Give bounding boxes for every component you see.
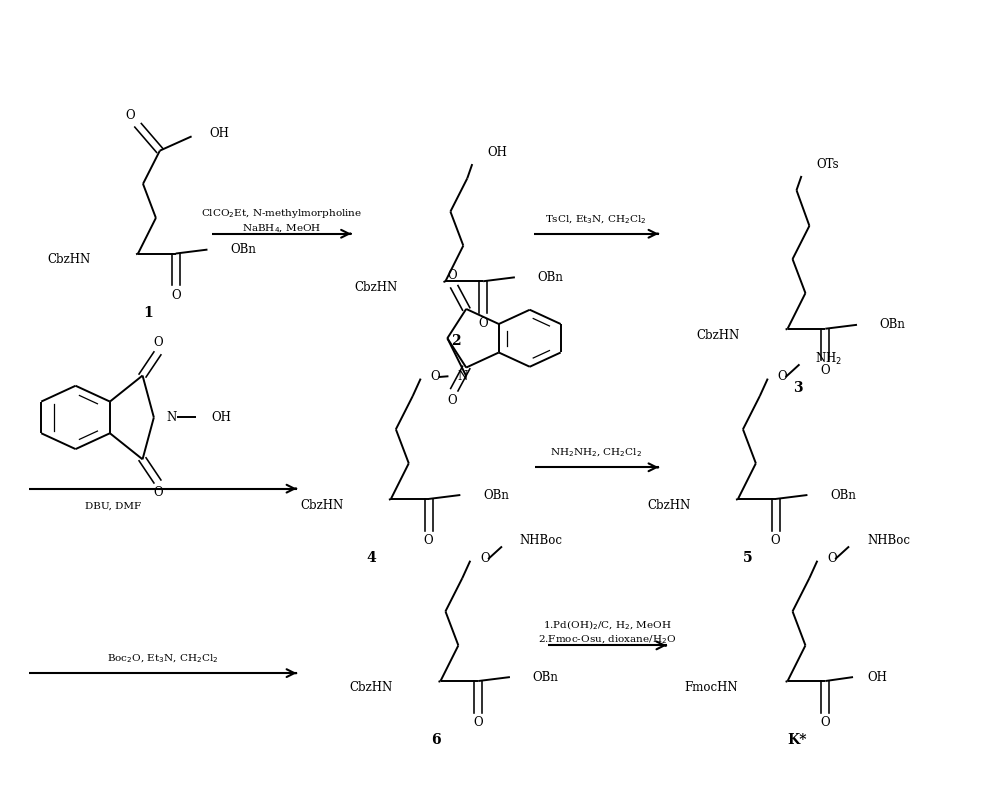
- Text: 2: 2: [451, 334, 460, 348]
- Text: NH$_2$NH$_2$, CH$_2$Cl$_2$: NH$_2$NH$_2$, CH$_2$Cl$_2$: [550, 446, 642, 459]
- Text: OH: OH: [867, 670, 887, 683]
- Text: 6: 6: [431, 734, 440, 747]
- Text: O: O: [778, 370, 787, 382]
- Text: O: O: [125, 110, 135, 122]
- Text: Boc$_2$O, Et$_3$N, CH$_2$Cl$_2$: Boc$_2$O, Et$_3$N, CH$_2$Cl$_2$: [107, 653, 219, 665]
- Text: ClCO$_2$Et, N-methylmorpholine: ClCO$_2$Et, N-methylmorpholine: [201, 207, 362, 221]
- Text: O: O: [827, 552, 837, 565]
- Text: O: O: [448, 394, 457, 407]
- Text: FmocHN: FmocHN: [684, 681, 738, 694]
- Text: O: O: [448, 270, 457, 282]
- Text: OH: OH: [209, 126, 229, 140]
- Text: N: N: [457, 370, 468, 382]
- Text: OBn: OBn: [880, 318, 906, 331]
- Text: O: O: [820, 364, 830, 378]
- Text: NHBoc: NHBoc: [520, 534, 563, 547]
- Text: 1.Pd(OH)$_2$/C, H$_2$, MeOH: 1.Pd(OH)$_2$/C, H$_2$, MeOH: [543, 618, 671, 632]
- Text: 5: 5: [743, 551, 753, 566]
- Text: O: O: [154, 336, 163, 349]
- Text: TsCl, Et$_3$N, CH$_2$Cl$_2$: TsCl, Et$_3$N, CH$_2$Cl$_2$: [545, 214, 647, 226]
- Text: OTs: OTs: [816, 158, 839, 171]
- Text: O: O: [154, 486, 163, 499]
- Text: CbzHN: CbzHN: [47, 254, 90, 266]
- Text: 1: 1: [143, 306, 153, 320]
- Text: DBU, DMF: DBU, DMF: [85, 502, 141, 510]
- Text: OBn: OBn: [830, 489, 856, 502]
- Text: OH: OH: [211, 411, 231, 424]
- Text: N: N: [167, 411, 177, 424]
- Text: OH: OH: [487, 146, 507, 159]
- Text: CbzHN: CbzHN: [355, 281, 398, 294]
- Text: NaBH$_4$, MeOH: NaBH$_4$, MeOH: [242, 222, 321, 235]
- Text: O: O: [478, 317, 488, 330]
- Text: 3: 3: [793, 381, 802, 395]
- Text: OBn: OBn: [538, 270, 564, 284]
- Text: K*: K*: [788, 734, 807, 747]
- Text: O: O: [820, 717, 830, 730]
- Text: CbzHN: CbzHN: [647, 498, 690, 512]
- Text: O: O: [431, 370, 440, 382]
- Text: 4: 4: [366, 551, 376, 566]
- Text: OBn: OBn: [230, 243, 256, 256]
- Text: O: O: [424, 534, 433, 547]
- Text: 2.Fmoc-Osu, dioxane/H$_2$O: 2.Fmoc-Osu, dioxane/H$_2$O: [538, 634, 676, 646]
- Text: CbzHN: CbzHN: [697, 329, 740, 342]
- Text: NHBoc: NHBoc: [867, 534, 910, 547]
- Text: OBn: OBn: [483, 489, 509, 502]
- Text: O: O: [473, 717, 483, 730]
- Text: O: O: [171, 289, 181, 302]
- Text: O: O: [480, 552, 490, 565]
- Text: CbzHN: CbzHN: [350, 681, 393, 694]
- Text: OBn: OBn: [533, 670, 559, 683]
- Text: NH$_2$: NH$_2$: [815, 350, 842, 367]
- Text: CbzHN: CbzHN: [300, 498, 343, 512]
- Text: O: O: [771, 534, 780, 547]
